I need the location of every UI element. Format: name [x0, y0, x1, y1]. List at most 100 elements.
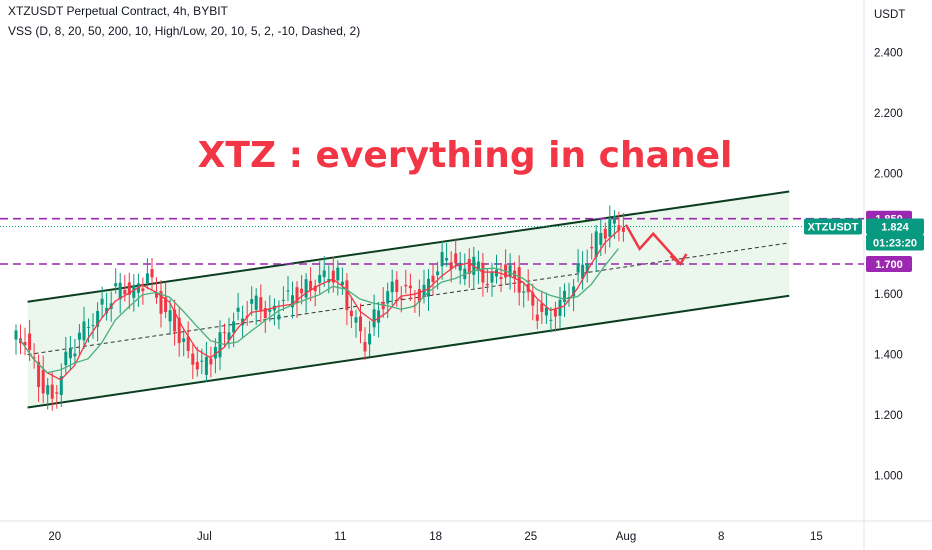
- candle-body: [64, 351, 68, 366]
- candle-body: [263, 308, 267, 318]
- candle-body: [612, 216, 616, 224]
- candle-body: [336, 267, 340, 281]
- candle-body: [277, 314, 281, 320]
- candle-body: [318, 274, 322, 283]
- candle-body: [159, 291, 163, 314]
- candle-body: [286, 290, 290, 292]
- candle-body: [594, 231, 598, 257]
- time-tick: 25: [524, 531, 537, 543]
- candle-body: [603, 228, 607, 239]
- candle-body: [182, 338, 186, 342]
- candle-body: [476, 261, 480, 271]
- slow-ma-line: [19, 248, 619, 374]
- countdown-tag: 01:23:20: [873, 238, 917, 250]
- candle-body: [91, 325, 95, 327]
- time-tick: 20: [48, 531, 61, 543]
- last-price-tag-bg: [866, 218, 924, 235]
- candle-body: [191, 353, 195, 365]
- candle-body: [490, 272, 494, 283]
- indicator-line: VSS (D, 8, 20, 50, 200, 10, High/Low, 20…: [8, 24, 361, 38]
- candle-body: [132, 285, 136, 298]
- candle-body: [386, 291, 390, 304]
- candle-body: [23, 342, 27, 346]
- candle-body: [617, 225, 621, 231]
- candle-body: [608, 219, 612, 237]
- candle-body: [155, 292, 158, 298]
- candle-body: [467, 258, 471, 274]
- candle-body: [576, 263, 580, 273]
- candle-body: [322, 270, 326, 278]
- channel-mid-line: [27, 242, 790, 356]
- price-tick: 1.000: [874, 470, 903, 482]
- candle-body: [254, 295, 258, 310]
- candle-body: [204, 356, 208, 375]
- candle-body: [50, 384, 54, 399]
- candle-body: [100, 298, 104, 305]
- candle-body: [123, 289, 127, 295]
- time-tick: Aug: [616, 531, 636, 543]
- candle-body: [259, 297, 263, 311]
- candle-body: [268, 309, 272, 312]
- candle-body: [549, 319, 553, 321]
- last-price-tag: 1.824: [881, 222, 909, 234]
- candle-body: [59, 376, 63, 396]
- candle-body: [87, 327, 90, 329]
- candle-body: [458, 262, 462, 271]
- candle-body: [449, 262, 453, 269]
- candle-body: [232, 321, 236, 333]
- price-tick: 2.400: [874, 48, 903, 60]
- candle-body: [177, 317, 181, 344]
- channel-lower-line: [27, 294, 790, 409]
- currency-label: USDT: [874, 9, 905, 21]
- candle-body: [372, 309, 376, 328]
- candle-body: [331, 270, 335, 283]
- time-tick: 18: [429, 531, 442, 543]
- candle-body: [581, 264, 585, 279]
- candle-body: [621, 227, 625, 232]
- fast-ma-line: [19, 229, 619, 381]
- candle-body: [186, 336, 190, 352]
- candle-body: [345, 280, 349, 311]
- candle-body: [195, 361, 199, 370]
- candle-body: [118, 282, 122, 300]
- channel-upper-line: [27, 190, 790, 303]
- candle-body: [408, 285, 412, 289]
- candle-body: [28, 333, 32, 351]
- candle-body: [390, 281, 394, 293]
- candle-body: [114, 283, 118, 287]
- support-tag-bg: [866, 256, 912, 272]
- candle-body: [349, 310, 353, 317]
- candle-body: [291, 295, 294, 308]
- candle-body: [377, 310, 381, 323]
- candle-body: [522, 291, 526, 293]
- candle-body: [250, 299, 254, 304]
- candle-body: [399, 298, 403, 300]
- ticker-tag: XTZUSDT: [808, 222, 859, 234]
- candle-body: [150, 269, 154, 278]
- candle-body: [304, 279, 308, 298]
- candle-body: [300, 288, 304, 294]
- candle-body: [141, 288, 145, 292]
- channel-fill: [27, 191, 790, 408]
- candle-body: [41, 369, 45, 394]
- candle-body: [585, 263, 589, 273]
- candle-body: [37, 361, 41, 388]
- candle-body: [295, 287, 299, 303]
- candle-body: [395, 279, 399, 292]
- candle-body: [535, 314, 539, 321]
- candle-body: [508, 265, 512, 277]
- candle-body: [32, 357, 36, 359]
- candle-body: [145, 273, 149, 284]
- candle-body: [540, 303, 544, 312]
- candle-body: [431, 275, 435, 283]
- time-tick: 15: [810, 531, 823, 543]
- candle-body: [168, 310, 172, 322]
- candle-body: [313, 285, 317, 292]
- candle-body: [96, 310, 100, 327]
- candle-body: [553, 309, 557, 317]
- candle-body: [436, 271, 440, 276]
- candle-body: [82, 321, 86, 341]
- candle-body: [73, 353, 77, 357]
